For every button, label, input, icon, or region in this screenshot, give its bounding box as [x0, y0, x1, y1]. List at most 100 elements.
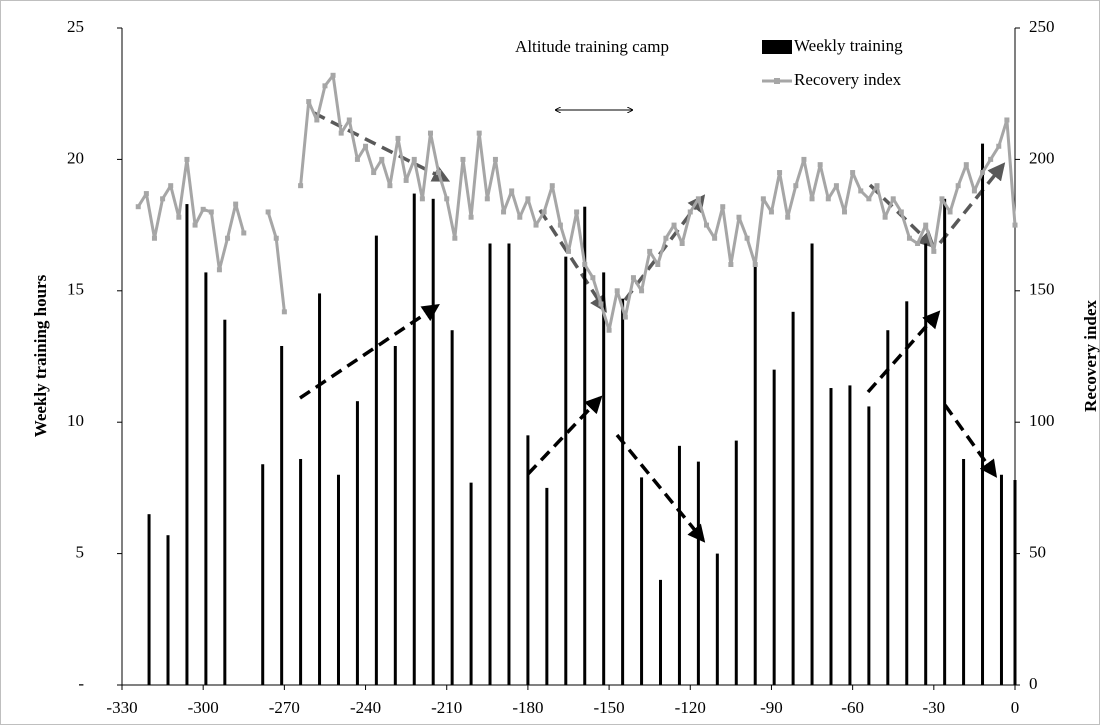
line-marker: [663, 235, 669, 241]
line-marker: [793, 183, 799, 189]
line-marker: [574, 209, 580, 215]
bar: [715, 553, 719, 685]
line-marker: [557, 222, 563, 228]
bar: [147, 514, 151, 685]
line-marker: [833, 183, 839, 189]
y-tick-label: 5: [76, 543, 85, 562]
y-tick-label: 20: [67, 148, 84, 167]
bar: [393, 345, 397, 685]
bar: [962, 458, 966, 685]
line-marker: [436, 170, 442, 176]
legend-label: Recovery index: [794, 70, 902, 89]
line-marker: [371, 170, 377, 176]
bar: [886, 330, 890, 685]
line-marker: [241, 230, 247, 236]
y-axis-title: Weekly training hours: [31, 274, 50, 437]
x-tick-label: 0: [1011, 698, 1020, 717]
line-marker: [630, 275, 636, 281]
bar: [166, 535, 170, 685]
x-tick-label: -60: [841, 698, 864, 717]
line-marker: [655, 262, 661, 268]
y2-tick-label: 100: [1029, 411, 1055, 430]
bar: [640, 477, 644, 685]
y2-tick-label: 250: [1029, 17, 1055, 36]
line-marker: [996, 143, 1002, 149]
x-tick-label: -90: [760, 698, 783, 717]
y2-tick-label: 200: [1029, 148, 1055, 167]
line-marker: [168, 183, 174, 189]
line-marker: [484, 196, 490, 202]
line-marker: [671, 222, 677, 228]
line-marker: [509, 188, 515, 194]
line-marker: [947, 209, 953, 215]
line-marker: [419, 196, 425, 202]
line-marker: [980, 170, 986, 176]
line-marker: [963, 162, 969, 168]
x-tick-label: -180: [512, 698, 543, 717]
line-marker: [614, 288, 620, 294]
bar: [185, 204, 189, 686]
y2-tick-label: 150: [1029, 280, 1055, 299]
x-tick-label: -210: [431, 698, 462, 717]
annotation: Altitude training camp: [515, 37, 669, 56]
line-marker: [898, 209, 904, 215]
line-marker: [850, 170, 856, 176]
line-marker: [492, 156, 498, 162]
bar: [204, 272, 208, 685]
line-marker: [858, 188, 864, 194]
line-marker: [427, 130, 433, 136]
bar: [905, 301, 909, 685]
line-marker: [501, 209, 507, 215]
legend-swatch: [762, 40, 792, 54]
line: [136, 73, 1017, 332]
line-marker: [647, 248, 653, 254]
line-marker: [151, 235, 157, 241]
bar: [469, 482, 473, 685]
line-marker: [971, 188, 977, 194]
legend: Weekly training Recovery index: [762, 36, 903, 89]
line-marker: [143, 191, 149, 197]
line-marker: [476, 130, 482, 136]
y-tick-label: 15: [67, 280, 84, 299]
y-tick-label: 25: [67, 17, 84, 36]
line-marker: [955, 183, 961, 189]
bar: [602, 272, 606, 685]
line-marker: [704, 222, 710, 228]
line-marker: [988, 156, 994, 162]
line-marker: [549, 183, 555, 189]
line-marker: [915, 240, 921, 246]
bar: [374, 235, 378, 685]
line-marker: [135, 204, 141, 210]
line-marker: [216, 267, 222, 273]
bar: [791, 311, 795, 685]
x-tick-label: -240: [350, 698, 381, 717]
bar: [734, 440, 738, 685]
line-marker: [809, 196, 815, 202]
line-marker: [777, 170, 783, 176]
line-marker: [785, 214, 791, 220]
x-tick-label: -300: [188, 698, 219, 717]
line-marker: [890, 196, 896, 202]
line-marker: [517, 214, 523, 220]
bar: [848, 385, 852, 685]
line-marker: [768, 209, 774, 215]
line-marker: [468, 214, 474, 220]
line-marker: [233, 201, 239, 207]
bar: [981, 143, 985, 685]
y-tick-label: -: [78, 674, 84, 693]
line-marker: [273, 235, 279, 241]
line-marker: [687, 209, 693, 215]
line-marker: [314, 117, 320, 123]
bar: [829, 388, 833, 685]
line-marker: [363, 143, 369, 149]
line-marker: [744, 235, 750, 241]
line-marker: [330, 72, 336, 78]
bar: [261, 464, 265, 685]
line-marker: [533, 222, 539, 228]
x-tick-label: -30: [922, 698, 945, 717]
x-tick-label: -270: [269, 698, 300, 717]
line-marker: [939, 196, 945, 202]
line-marker: [622, 314, 628, 320]
